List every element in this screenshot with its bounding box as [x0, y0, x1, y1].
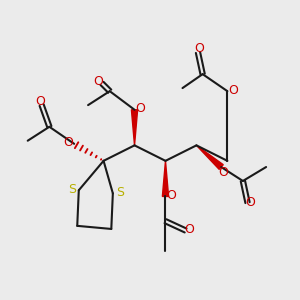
- Text: S: S: [68, 183, 76, 196]
- Polygon shape: [131, 110, 138, 146]
- Text: O: O: [64, 136, 74, 149]
- Text: O: O: [135, 102, 145, 115]
- Text: O: O: [184, 224, 194, 236]
- Text: O: O: [93, 75, 103, 88]
- Polygon shape: [162, 161, 169, 196]
- Polygon shape: [196, 146, 223, 170]
- Text: O: O: [229, 84, 238, 97]
- Text: O: O: [218, 166, 228, 179]
- Text: O: O: [35, 95, 45, 108]
- Text: O: O: [195, 42, 205, 55]
- Text: O: O: [167, 189, 177, 202]
- Text: O: O: [246, 196, 256, 208]
- Text: S: S: [116, 186, 124, 199]
